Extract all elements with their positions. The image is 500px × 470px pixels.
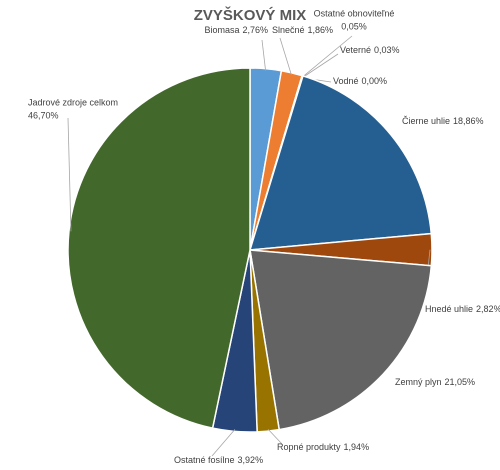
leader-line	[279, 37, 292, 75]
slice-value-label: 0,03%	[374, 45, 400, 55]
slice-value-label: 3,92%	[238, 455, 264, 465]
slice-label-group: Ropné produkty 1,94%	[277, 442, 369, 452]
pie-slice	[67, 67, 251, 430]
pie-slice	[248, 74, 433, 251]
slice-label-group: Veterné 0,03%	[340, 45, 400, 55]
slice-label: Ostatné fosílne	[174, 455, 235, 465]
slice-label-group: Čierne uhlie 18,86%	[402, 116, 484, 126]
leader-line	[302, 53, 339, 79]
leader-line	[267, 428, 283, 445]
slice-value-label: 0,05%	[341, 21, 367, 31]
pie-slice	[249, 249, 433, 431]
leader-line	[211, 429, 236, 457]
slice-label: Hnedé uhlie	[425, 304, 473, 314]
slice-label-group: Vodné 0,00%	[333, 76, 387, 86]
slice-label-group: Biomasa 2,76%	[204, 25, 268, 35]
slice-label: Biomasa	[204, 25, 239, 35]
slice-label: Veterné	[340, 45, 371, 55]
slice-value-label: 2,76%	[242, 25, 268, 35]
leader-line	[261, 39, 266, 71]
slice-value-label: 0,00%	[362, 76, 388, 86]
leader-line	[301, 35, 353, 78]
slice-value-label: 1,94%	[344, 442, 370, 452]
slice-value-label: 21,05%	[445, 377, 476, 387]
slice-label: Slnečné	[272, 25, 305, 35]
leader-line	[67, 117, 72, 232]
slice-label: Zemný plyn	[395, 377, 442, 387]
slice-label: Čierne uhlie	[402, 116, 450, 126]
slice-value-label: 46,70%	[28, 110, 59, 120]
slice-label-group: Hnedé uhlie 2,82%	[425, 304, 500, 314]
slice-label-group: Ostatné fosílne 3,92%	[174, 455, 263, 465]
slice-label-group: Zemný plyn 21,05%	[395, 377, 475, 387]
chart-title: ZVYŠKOVÝ MIX	[194, 6, 307, 24]
slice-label-group: Slnečné 1,86%	[272, 25, 333, 35]
slice-label: Vodné	[333, 76, 359, 86]
slice-label: Ropné produkty	[277, 442, 341, 452]
slice-value-label: 1,86%	[308, 25, 334, 35]
slice-value-label: 2,82%	[476, 304, 500, 314]
slice-label: Ostatné obnoviteľné	[314, 8, 395, 18]
slice-value-label: 18,86%	[453, 116, 484, 126]
slice-label: Jadrové zdroje celkom	[28, 97, 118, 107]
